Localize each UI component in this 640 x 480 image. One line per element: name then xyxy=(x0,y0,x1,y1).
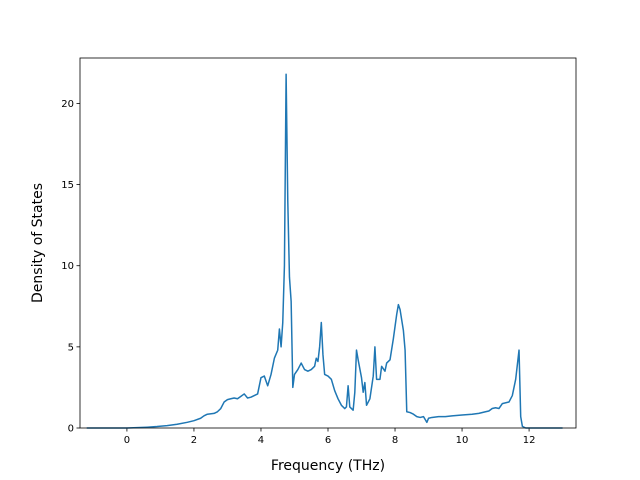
plot-frame xyxy=(79,57,577,429)
y-axis-ticks: 0 5 10 15 20 xyxy=(61,99,80,435)
x-tick-label: 10 xyxy=(456,435,469,446)
x-tick-label: 2 xyxy=(191,435,197,446)
x-tick-label: 4 xyxy=(258,435,264,446)
series-layer xyxy=(86,73,563,429)
y-tick-label: 10 xyxy=(61,261,74,272)
x-tick-label: 12 xyxy=(523,435,536,446)
y-tick-label: 0 xyxy=(68,424,74,435)
y-tick-label: 5 xyxy=(68,342,74,353)
dos-series-line xyxy=(86,73,563,429)
y-axis-label: Density of States xyxy=(30,183,46,303)
x-tick-label: 0 xyxy=(124,435,130,446)
plot-area xyxy=(80,58,576,428)
x-axis-label: Frequency (THz) xyxy=(271,458,385,474)
y-tick-label: 20 xyxy=(61,99,74,110)
y-tick-label: 15 xyxy=(61,180,74,191)
x-tick-label: 6 xyxy=(325,435,331,446)
x-tick-label: 8 xyxy=(392,435,398,446)
